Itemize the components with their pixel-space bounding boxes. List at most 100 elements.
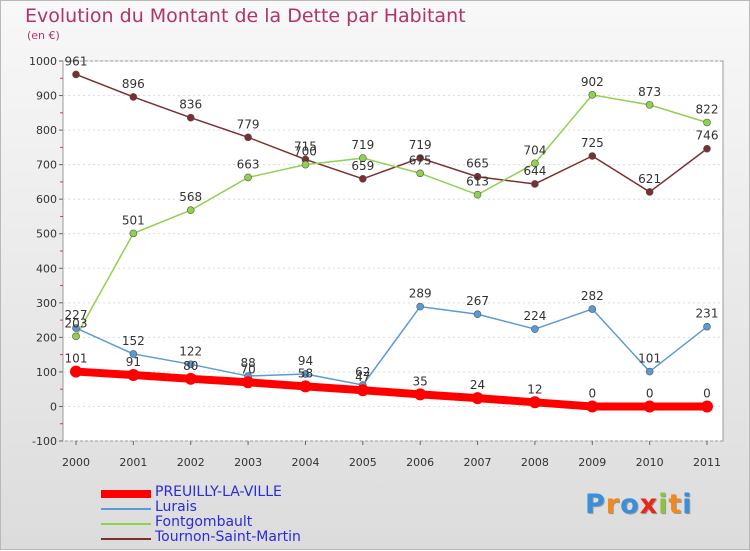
data-point [645,367,654,376]
legend-swatch [101,489,151,498]
y-tick-label: 500 [36,228,57,241]
x-tick-label: 2006 [406,456,434,469]
data-point [645,188,654,196]
x-tick-label: 2001 [119,456,147,469]
data-point [299,380,312,393]
data-label: 644 [523,164,546,178]
data-label: 224 [523,309,546,323]
x-tick-label: 2007 [464,456,492,469]
data-point [701,400,713,413]
y-tick-label: 300 [36,297,57,310]
data-point [473,172,482,181]
data-label: 0 [646,386,654,400]
x-tick-label: 2011 [693,456,721,469]
y-tick-label: 600 [36,193,57,206]
y-tick-label: 200 [36,331,57,344]
x-tick-label: 2008 [521,456,549,469]
data-label: 725 [581,136,604,150]
y-tick-label: 900 [36,90,57,103]
data-label: 746 [696,129,719,143]
legend-swatch [101,507,151,510]
data-label: 0 [588,386,596,400]
data-label: 24 [470,378,485,392]
data-point [70,365,82,378]
data-label: 227 [65,308,88,322]
data-point [244,173,252,182]
data-point [471,392,484,405]
y-tick-label: -100 [32,435,57,448]
data-label: 501 [122,213,145,227]
data-label: 675 [409,153,432,167]
data-point [127,369,140,382]
data-point [588,152,597,160]
x-tick-label: 2004 [291,456,319,469]
data-point [416,154,424,162]
data-point [531,325,539,333]
data-label: 94 [298,354,313,368]
data-label: 568 [179,190,202,204]
data-point [414,388,427,401]
data-point [588,305,597,313]
plot-area [62,60,724,442]
data-label: 80 [183,359,198,373]
legend-label: Fontgombault [155,514,253,530]
data-label: 873 [638,85,661,99]
data-point [703,322,711,331]
data-point [356,384,369,397]
data-label: 779 [237,117,260,131]
data-label: 47 [355,370,370,384]
data-label: 659 [351,159,374,173]
data-label: 203 [65,316,88,330]
data-label: 719 [409,138,432,152]
data-point [186,113,195,122]
series-line [75,305,708,386]
data-point [531,159,539,168]
data-label: 0 [703,386,711,400]
proxiti-logo: Proxiti [585,489,693,520]
data-label: 822 [696,102,719,116]
x-tick-label: 2000 [62,456,90,469]
data-label: 282 [581,289,604,303]
data-label: 12 [527,382,542,396]
data-point [184,372,197,385]
data-label: 902 [581,75,604,89]
data-point [129,229,138,238]
data-label: 613 [466,175,489,189]
data-label: 663 [237,157,260,171]
legend-swatch [101,537,151,540]
series-line [75,73,708,193]
data-point [416,169,424,178]
y-tick-label: 400 [36,262,57,275]
data-point [359,154,367,162]
data-label: 231 [696,307,719,321]
data-label: 35 [413,374,428,388]
y-tick-label: 0 [50,400,57,413]
data-point [531,180,539,188]
data-point [416,302,424,311]
data-label: 62 [355,365,370,379]
data-point [703,144,711,153]
data-point [301,160,310,169]
data-point [473,190,482,199]
data-label: 289 [409,287,432,301]
x-tick-label: 2005 [349,456,377,469]
data-point [186,206,195,215]
y-tick-label: 100 [36,366,57,379]
chart-subtitle: (en €) [27,29,60,42]
data-point [72,332,80,341]
x-tick-label: 2003 [234,456,262,469]
data-label: 58 [298,366,313,380]
data-label: 91 [126,355,141,369]
data-label: 704 [523,143,546,157]
chart-title: Evolution du Montant de la Dette par Hab… [25,5,466,27]
y-tick-label: 700 [36,159,57,172]
data-point [301,370,310,378]
legend-label: Tournon-Saint-Martin [155,529,301,545]
series-line [72,367,711,411]
x-tick-label: 2010 [636,456,664,469]
data-point [129,93,138,101]
series-line [75,94,708,338]
data-point [473,310,482,319]
data-point [129,350,138,358]
